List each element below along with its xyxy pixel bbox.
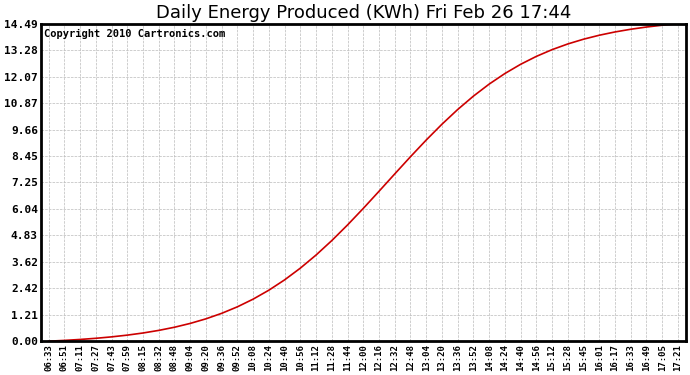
Text: Copyright 2010 Cartronics.com: Copyright 2010 Cartronics.com (44, 28, 225, 39)
Title: Daily Energy Produced (KWh) Fri Feb 26 17:44: Daily Energy Produced (KWh) Fri Feb 26 1… (155, 4, 571, 22)
